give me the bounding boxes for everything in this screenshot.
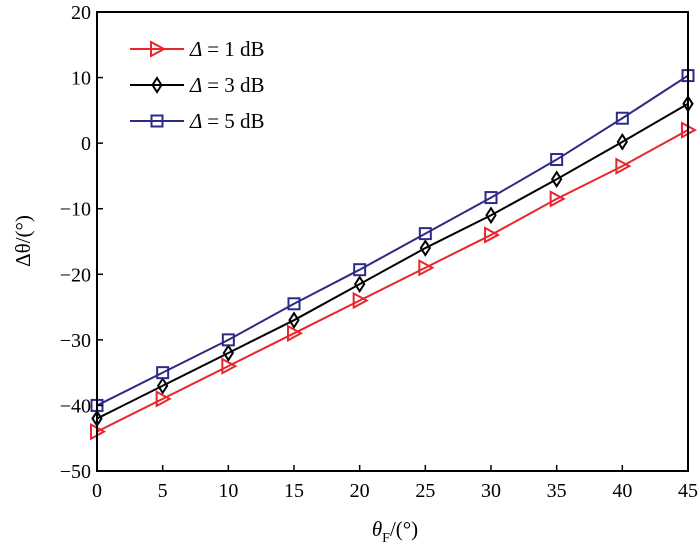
x-tick-label: 0 bbox=[92, 480, 102, 502]
x-tick-label: 45 bbox=[678, 480, 698, 502]
data-point bbox=[156, 366, 170, 380]
legend-marker bbox=[150, 114, 164, 128]
legend-item: Δ = 5 dB bbox=[130, 109, 265, 133]
data-point bbox=[615, 111, 629, 125]
legend-marker bbox=[150, 40, 167, 58]
y-tick-label: −50 bbox=[60, 461, 91, 483]
data-point bbox=[287, 297, 301, 311]
data-point bbox=[418, 259, 435, 277]
x-axis: 0 5 10 15 20 25 30 35 40 45 bbox=[92, 465, 698, 502]
data-point bbox=[550, 153, 564, 167]
data-point bbox=[616, 132, 629, 151]
data-point bbox=[419, 239, 432, 257]
data-point bbox=[288, 311, 300, 330]
data-point bbox=[156, 376, 169, 395]
data-point bbox=[352, 291, 369, 310]
y-axis-label: Δθ/(°) bbox=[11, 215, 35, 267]
data-point bbox=[287, 324, 304, 342]
x-tick-label: 5 bbox=[158, 480, 168, 502]
legend-item: Δ = 1 dB bbox=[130, 37, 265, 61]
x-axis-label: θF/(°) bbox=[372, 517, 418, 546]
x-tick-label: 15 bbox=[284, 480, 304, 502]
y-tick-label: 20 bbox=[71, 2, 91, 24]
y-tick-label: −30 bbox=[60, 330, 91, 352]
legend-item: Δ = 3 dB bbox=[130, 73, 265, 97]
data-point bbox=[549, 190, 566, 208]
y-tick-label: 0 bbox=[81, 133, 91, 155]
series-line bbox=[96, 102, 689, 420]
y-tick-label: −40 bbox=[60, 395, 91, 417]
series-2 bbox=[91, 94, 694, 428]
series-layer bbox=[90, 69, 698, 441]
x-tick-label: 40 bbox=[612, 480, 632, 502]
y-axis: −50 −40 −30 −20 −10 0 10 20 bbox=[60, 2, 103, 483]
y-tick-label: 10 bbox=[71, 68, 91, 90]
y-tick-label: −10 bbox=[60, 199, 91, 221]
x-tick-label: 25 bbox=[415, 480, 435, 502]
legend-label: Δ = 3 dB bbox=[189, 73, 265, 97]
data-point bbox=[418, 227, 432, 241]
legend-marker bbox=[151, 76, 163, 94]
data-point bbox=[353, 275, 366, 293]
legend: Δ = 1 dB Δ = 3 dB Δ = 5 dB bbox=[130, 37, 265, 133]
series-line bbox=[96, 129, 689, 433]
data-point bbox=[484, 226, 501, 244]
data-point bbox=[221, 333, 235, 347]
series-line bbox=[96, 74, 689, 407]
series-1 bbox=[90, 121, 698, 441]
x-tick-label: 35 bbox=[547, 480, 567, 502]
y-tick-label: −20 bbox=[60, 264, 91, 286]
x-tick-label: 10 bbox=[218, 480, 238, 502]
legend-label: Δ = 1 dB bbox=[189, 37, 265, 61]
data-point bbox=[353, 263, 367, 277]
data-point bbox=[550, 170, 563, 189]
legend-label: Δ = 5 dB bbox=[189, 109, 265, 133]
data-point bbox=[615, 157, 632, 175]
data-point bbox=[221, 357, 238, 375]
x-tick-label: 30 bbox=[481, 480, 501, 502]
data-point bbox=[485, 206, 497, 225]
x-tick-label: 20 bbox=[350, 480, 370, 502]
data-point bbox=[484, 191, 498, 205]
data-point bbox=[222, 344, 235, 362]
data-point bbox=[155, 390, 172, 408]
plot-frame bbox=[96, 11, 689, 472]
